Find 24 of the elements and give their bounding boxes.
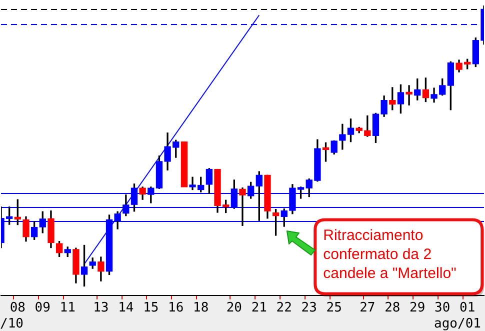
- x-tick-label: 09: [34, 300, 50, 316]
- candlestick: [180, 141, 188, 188]
- x-tick-label: 15: [143, 300, 159, 316]
- x-tick-label: 28: [384, 300, 400, 316]
- text: /10: [0, 316, 24, 331]
- x-tick-label: 18: [193, 300, 209, 316]
- x-tick-label: 13: [93, 300, 109, 316]
- x-tick-label: 23: [301, 300, 317, 316]
- x-tick-label: 22: [276, 300, 292, 316]
- annotation: Ritracciamento confermato da 2 candele a "Martello": [323, 226, 456, 282]
- x-tick-label: 08: [10, 300, 26, 316]
- candlestick: [406, 85, 412, 106]
- text: ago/01: [434, 316, 481, 331]
- x-tick-label: 01: [460, 300, 476, 316]
- x-tick-label: 21: [251, 300, 267, 316]
- x-tick-label: 30: [434, 300, 450, 316]
- candlestick: [239, 187, 246, 226]
- x-tick-label: 29: [410, 300, 426, 316]
- x-tick-label: 11: [60, 300, 76, 316]
- x-tick-label: 25: [326, 300, 342, 316]
- x-tick-label: 14: [118, 300, 134, 316]
- x-tick-label: 20: [226, 300, 242, 316]
- x-tick-label: 16: [168, 300, 184, 316]
- x-tick-label: 27: [360, 300, 376, 316]
